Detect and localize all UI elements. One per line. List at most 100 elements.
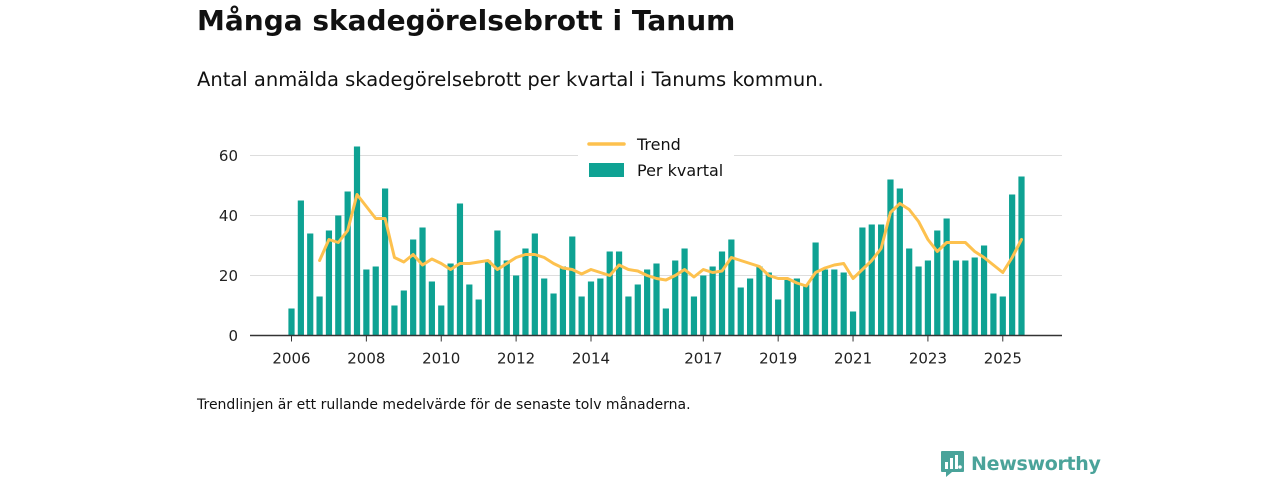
bar: [718, 251, 726, 336]
y-tick-label: 60: [219, 147, 238, 165]
bar: [297, 200, 304, 336]
bar: [700, 275, 707, 336]
bar: [924, 260, 932, 336]
x-tick-label: 2017: [684, 350, 722, 368]
bar: [803, 284, 810, 336]
y-tick-label: 0: [228, 327, 238, 345]
bar: [587, 281, 595, 336]
bar: [746, 278, 754, 336]
x-tick-label: 2023: [909, 350, 947, 368]
bar: [644, 269, 651, 336]
bar: [494, 230, 501, 336]
bar: [615, 251, 623, 336]
bar: [531, 233, 538, 336]
bar: [597, 278, 604, 336]
y-tick-label: 40: [219, 207, 238, 225]
bar: [1009, 194, 1016, 336]
bar: [513, 275, 520, 336]
bar: [728, 239, 735, 336]
bar: [625, 296, 632, 336]
x-tick-label: 2010: [422, 350, 460, 368]
bar: [962, 260, 969, 336]
bar: [559, 266, 567, 336]
bar: [868, 224, 875, 336]
bar: [391, 305, 398, 336]
bar: [325, 230, 333, 336]
bar: [410, 239, 417, 336]
bar: [878, 224, 885, 336]
bar: [672, 260, 679, 336]
bar: [363, 269, 370, 336]
bar: [775, 299, 782, 336]
x-tick-label: 2025: [984, 350, 1022, 368]
bar: [569, 236, 576, 336]
bar: [428, 281, 435, 336]
x-tick-label: 2006: [272, 350, 310, 368]
bar: [578, 296, 585, 336]
legend-bar-swatch: [589, 163, 624, 177]
bar: [849, 311, 857, 336]
bar: [335, 215, 342, 336]
bar: [915, 266, 922, 336]
bar: [419, 227, 426, 336]
bar: [438, 305, 445, 336]
bar: [550, 293, 557, 336]
x-tick-label: 2012: [497, 350, 535, 368]
bar: [484, 260, 492, 336]
legend-trend-label: Trend: [636, 135, 681, 154]
x-tick-label: 2021: [834, 350, 872, 368]
trend-line: [318, 193, 1023, 288]
bar: [690, 296, 698, 336]
bar: [896, 188, 903, 336]
bar: [541, 278, 548, 336]
bar: [372, 266, 379, 336]
bar: [943, 218, 950, 336]
bar: [859, 227, 866, 336]
bar: [522, 248, 529, 336]
x-tick-label: 2008: [347, 350, 385, 368]
x-axis-ticks: 2006 2008 2010 2012 2014 2017 2019 2021 2023 2025: [272, 335, 1022, 368]
bar: [344, 191, 351, 336]
bar: [980, 245, 988, 336]
x-tick-label: 2019: [759, 350, 797, 368]
bar: [971, 257, 978, 336]
bar: [840, 272, 847, 336]
bar: [756, 266, 763, 336]
brand-logo[interactable]: Newsworthy: [940, 450, 1101, 478]
bar: [353, 146, 361, 336]
bar: [653, 263, 660, 336]
bar: [831, 269, 838, 336]
bar: [906, 248, 913, 336]
chart-subtitle: Antal anmälda skadegörelsebrott per kvar…: [197, 68, 824, 91]
bar: [709, 266, 716, 336]
bar: [887, 179, 894, 336]
bar: [765, 272, 772, 336]
bar: [288, 308, 295, 336]
bar: [784, 278, 791, 336]
bar: [662, 308, 669, 336]
bar: [307, 233, 314, 336]
legend: Trend Per kvartal: [578, 128, 734, 186]
y-tick-label: 20: [219, 267, 238, 285]
bar: [999, 296, 1006, 336]
bar: [990, 293, 997, 336]
bar: [737, 287, 744, 336]
bar: [381, 188, 389, 336]
bar: [456, 203, 464, 336]
bar: [466, 284, 473, 336]
bar: [475, 299, 482, 336]
bar: [812, 242, 819, 336]
legend-bar-label: Per kvartal: [637, 161, 723, 180]
bar: [634, 284, 641, 336]
newsworthy-logo-icon: [941, 451, 964, 477]
chart-title: Många skadegörelsebrott i Tanum: [197, 4, 736, 37]
brand-name: Newsworthy: [971, 453, 1101, 475]
bar: [793, 278, 800, 336]
bar: [681, 248, 688, 336]
y-axis-ticks: 0 20 40 60: [219, 147, 238, 345]
bar: [503, 260, 510, 336]
bar: [934, 230, 941, 336]
bar: [606, 251, 613, 336]
bar: [316, 296, 323, 336]
bar: [1018, 176, 1025, 336]
